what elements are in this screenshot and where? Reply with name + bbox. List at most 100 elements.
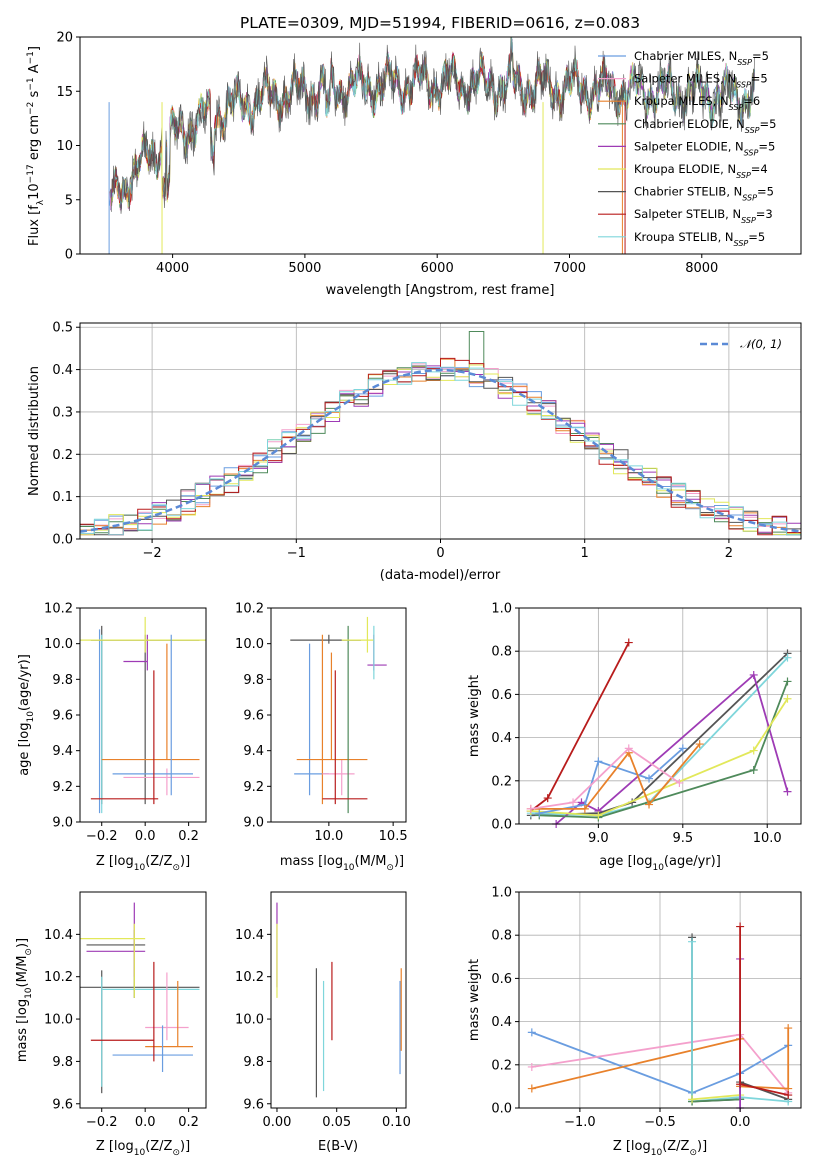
y-tick-label: 10.4 <box>44 928 73 943</box>
age-massweight-ylabel: mass weight <box>467 675 482 757</box>
weight-marker <box>535 809 544 818</box>
errorbar-point <box>80 616 206 653</box>
histogram-ylabel: Normed distribution <box>27 366 42 496</box>
weight-marker <box>675 778 684 787</box>
errorbar-point <box>112 634 193 796</box>
z-mass-xlabel: Z [log10(Z/Z⊙)] <box>96 1139 190 1158</box>
legend-entry: Chabrier STELIB, NSSP=5 <box>634 185 774 203</box>
z-massweight-panel: −1.0 −0.5 0.0 0.0 0.2 0.4 0.6 0.8 1.0 Z [log10(Z… <box>467 886 802 1158</box>
spectrum-xlabel: wavelength [Angstrom, rest frame] <box>326 283 555 298</box>
y-tick-label: 10 <box>56 139 73 154</box>
x-tick-label: 6000 <box>421 261 454 276</box>
y-tick-label: 9.0 <box>243 816 264 831</box>
weight-marker <box>543 794 552 803</box>
errorbar-point <box>322 759 355 796</box>
y-tick-label: 10.4 <box>235 928 264 943</box>
y-tick-label: 0.5 <box>52 321 73 336</box>
legend-entry: Salpeter STELIB, NSSP=3 <box>634 207 773 225</box>
weight-marker <box>784 1091 793 1100</box>
weight-marker <box>594 757 603 766</box>
z-age-ylabel: age [log10(age/yr)] <box>17 654 36 776</box>
y-tick-label: 9.6 <box>52 1097 73 1112</box>
y-tick-label: 10.0 <box>235 637 264 652</box>
x-tick-label: 9.0 <box>588 831 609 846</box>
y-tick-label: 9.8 <box>52 673 73 688</box>
x-tick-label: 0.2 <box>178 829 199 844</box>
z-mass-panel: −0.2 0.0 0.2 9.6 9.8 10.0 10.2 10.4 Z [log10(Z/… <box>15 891 207 1158</box>
errorbar-point <box>123 768 200 796</box>
y-tick-label: 9.4 <box>243 744 264 759</box>
x-tick-label: −0.2 <box>86 829 118 844</box>
y-tick-label: 9.6 <box>243 1097 264 1112</box>
y-tick-label: 10.2 <box>235 602 264 617</box>
y-tick-label: 9.8 <box>243 1055 264 1070</box>
x-tick-label: 1 <box>581 546 589 561</box>
z-age-panel: −0.2 0.0 0.2 9.0 9.2 9.4 9.6 9.8 10.0 10.2 Z [log… <box>17 602 207 873</box>
y-tick-label: 0 <box>65 248 73 263</box>
x-tick-label: 0 <box>436 546 444 561</box>
y-tick-label: 0.2 <box>52 448 73 463</box>
weight-marker <box>594 811 603 820</box>
y-tick-label: 0.4 <box>52 363 73 378</box>
x-tick-label: 0.00 <box>262 1115 291 1130</box>
y-tick-label: 0.8 <box>491 645 512 660</box>
y-tick-label: 9.6 <box>243 709 264 724</box>
y-tick-label: 9.0 <box>52 816 73 831</box>
x-tick-label: 9.5 <box>672 831 693 846</box>
weight-marker <box>526 804 535 813</box>
x-tick-label: 8000 <box>685 261 718 276</box>
weight-marker <box>624 638 633 647</box>
legend-entry: Kroupa STELIB, NSSP=5 <box>634 230 765 248</box>
x-tick-label: 10.0 <box>314 829 343 844</box>
z-massweight-xlabel: Z [log10(Z/Z⊙)] <box>613 1139 707 1158</box>
y-tick-label: 0.3 <box>52 405 73 420</box>
y-tick-label: 10.2 <box>44 970 73 985</box>
weight-marker <box>749 670 758 679</box>
weight-marker <box>678 744 687 753</box>
weight-marker <box>645 800 654 809</box>
x-tick-label: −2 <box>143 546 162 561</box>
y-tick-label: 1.0 <box>491 886 512 901</box>
errorbar-point <box>90 961 155 1062</box>
legend-entry: Kroupa MILES, NSSP=6 <box>634 94 760 112</box>
y-tick-label: 9.8 <box>52 1055 73 1070</box>
histogram-legend-label: 𝒩(0, 1) <box>740 337 782 351</box>
y-tick-label: 0.0 <box>52 533 73 548</box>
weight-marker <box>695 740 704 749</box>
x-tick-label: −0.5 <box>644 1115 676 1130</box>
y-tick-label: 0.6 <box>491 688 512 703</box>
x-tick-label: 7000 <box>553 261 586 276</box>
weight-marker <box>749 746 758 755</box>
weight-marker <box>527 1084 536 1093</box>
y-tick-label: 9.6 <box>52 709 73 724</box>
weight-marker <box>749 766 758 774</box>
x-tick-label: 0.05 <box>322 1115 351 1130</box>
age-massweight-xlabel: age [log10(age/yr)] <box>599 854 721 873</box>
histogram-xlabel: (data-model)/error <box>380 568 501 583</box>
errorbar-point <box>112 1025 193 1072</box>
weight-marker <box>645 774 654 783</box>
errorbar-point <box>101 643 200 761</box>
y-tick-label: 20 <box>56 31 73 46</box>
y-tick-label: 9.2 <box>52 780 73 795</box>
errorbar-point <box>145 980 193 1048</box>
y-tick-label: 0.2 <box>491 1058 512 1073</box>
weight-series <box>736 922 793 1100</box>
mass-age-xlabel: mass [log10(M/M⊙)] <box>280 854 404 873</box>
weight-marker <box>736 922 745 931</box>
weight-marker <box>527 1062 536 1071</box>
y-tick-label: 10.2 <box>235 970 264 985</box>
y-tick-label: 10.2 <box>44 602 73 617</box>
weight-marker <box>784 1024 793 1033</box>
spectrum-line: Chabrier STELIB, N_SSP=5 <box>111 37 755 214</box>
errorbar-point <box>341 616 374 653</box>
errorbar-point <box>90 670 159 805</box>
y-tick-label: 0.0 <box>491 818 512 833</box>
errorbar-point <box>80 923 146 998</box>
weight-marker <box>783 694 792 703</box>
y-tick-label: 0.4 <box>491 1015 512 1030</box>
z-age-xlabel: Z [log10(Z/Z⊙)] <box>96 854 190 873</box>
y-tick-label: 10.0 <box>44 1013 73 1028</box>
